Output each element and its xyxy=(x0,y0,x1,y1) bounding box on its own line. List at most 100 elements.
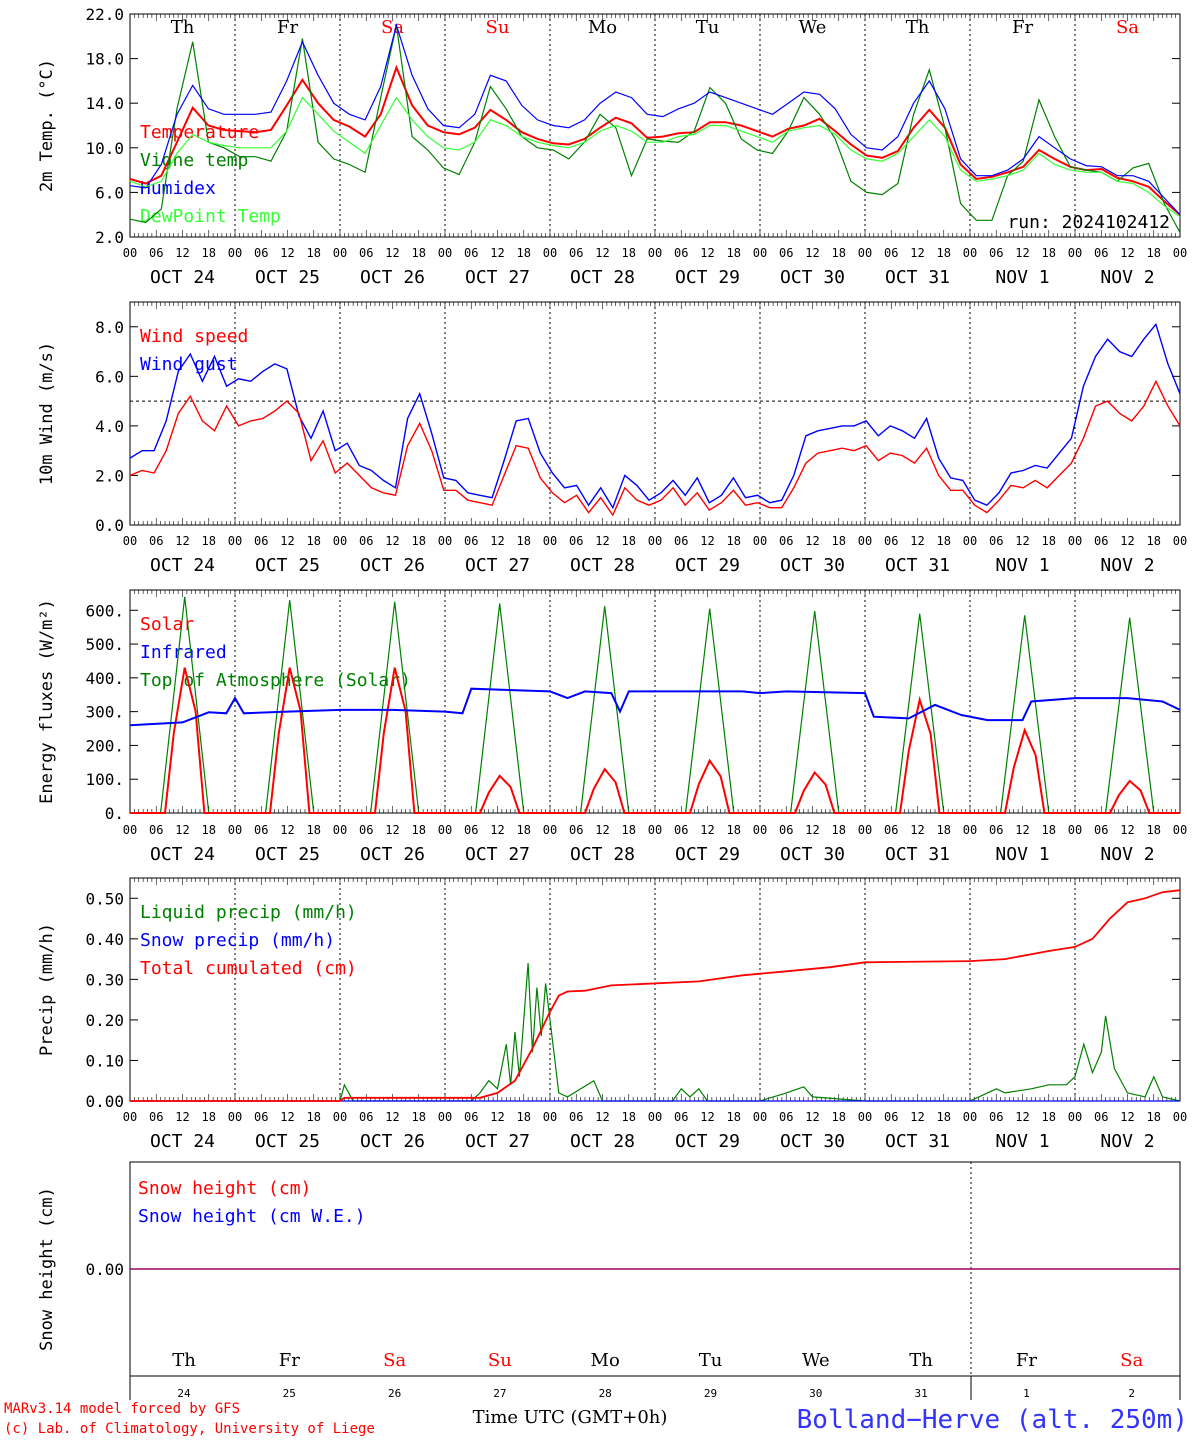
day-abbr-label: Th xyxy=(906,17,930,38)
hour-tick-label: 00 xyxy=(123,534,137,548)
hour-tick-label: 00 xyxy=(438,823,452,837)
day-number-label: 1 xyxy=(1023,1387,1030,1400)
series-line xyxy=(130,963,1181,1102)
panels-group: 2.06.010.014.018.022.02m Temp. (°C)00 06 1… xyxy=(37,5,1187,1400)
run-annotation: run: 2024102412 xyxy=(1007,212,1170,233)
hour-tick-label: 12 xyxy=(280,534,294,548)
hour-tick-label: 06 xyxy=(254,823,268,837)
hour-tick-label: 12 xyxy=(490,246,504,260)
y-tick-label: 300. xyxy=(85,703,124,722)
hour-tick-label: 00 xyxy=(228,246,242,260)
date-label: NOV 1 xyxy=(995,555,1049,576)
hour-tick-label: 00 xyxy=(1173,534,1187,548)
hour-tick-label: 00 xyxy=(858,246,872,260)
hour-tick-label: 12 xyxy=(1015,823,1029,837)
day-abbr-label: Su xyxy=(486,17,510,38)
hour-tick-label: 18 xyxy=(727,246,741,260)
hour-tick-label: 06 xyxy=(1094,246,1108,260)
legend-entry: DewPoint Temp xyxy=(140,206,281,227)
hour-tick-label: 00 xyxy=(753,1110,767,1124)
y-axis-label: Snow height (cm) xyxy=(37,1187,57,1351)
legend-entry: Total cumulated (cm) xyxy=(140,958,357,979)
hour-tick-label: 00 xyxy=(753,823,767,837)
hour-tick-label: 06 xyxy=(779,246,793,260)
hour-tick-label: 00 xyxy=(123,246,137,260)
date-label: OCT 25 xyxy=(255,555,320,576)
hour-tick-label: 00 xyxy=(543,246,557,260)
day-abbr-label: Fr xyxy=(1012,17,1033,38)
hour-tick-label: 18 xyxy=(937,534,951,548)
day-abbr-label: Th xyxy=(909,1350,933,1371)
y-tick-label: 4.0 xyxy=(95,417,124,436)
hour-tick-label: 12 xyxy=(595,534,609,548)
day-abbr-label: Tu xyxy=(696,17,720,38)
hour-tick-label: 18 xyxy=(412,823,426,837)
day-abbr-label: Su xyxy=(488,1350,512,1371)
date-label: NOV 2 xyxy=(1100,267,1154,288)
hour-tick-label: 00 xyxy=(753,534,767,548)
y-tick-label: 0.40 xyxy=(85,930,124,949)
y-tick-label: 0.50 xyxy=(85,889,124,908)
hour-tick-label: 00 xyxy=(438,246,452,260)
hour-tick-label: 12 xyxy=(1120,246,1134,260)
date-label: OCT 27 xyxy=(465,1131,530,1152)
hour-tick-label: 06 xyxy=(989,246,1003,260)
day-abbr-label: Fr xyxy=(277,17,298,38)
hour-tick-label: 18 xyxy=(412,1110,426,1124)
hour-tick-label: 00 xyxy=(1068,534,1082,548)
hour-tick-label: 12 xyxy=(805,534,819,548)
hour-tick-label: 00 xyxy=(648,246,662,260)
hour-tick-label: 00 xyxy=(648,534,662,548)
hour-tick-label: 00 xyxy=(1173,246,1187,260)
y-tick-label: 0.30 xyxy=(85,970,124,989)
hour-tick-label: 12 xyxy=(175,823,189,837)
hour-tick-label: 06 xyxy=(149,823,163,837)
hour-tick-label: 00 xyxy=(1068,823,1082,837)
date-label: OCT 26 xyxy=(360,267,425,288)
hour-tick-label: 12 xyxy=(490,823,504,837)
date-label: OCT 31 xyxy=(885,555,950,576)
series-line xyxy=(130,889,1181,1102)
panel-4: 0.00 0.10 0.20 0.30 0.40 0.50 Precip (mm/h) 00 0… xyxy=(37,877,1187,1152)
date-label: NOV 2 xyxy=(1100,844,1154,865)
hour-tick-label: 12 xyxy=(175,246,189,260)
hour-tick-label: 18 xyxy=(1042,534,1056,548)
hour-tick-label: 00 xyxy=(333,534,347,548)
hour-tick-label: 00 xyxy=(543,1110,557,1124)
hour-tick-label: 12 xyxy=(280,823,294,837)
legend-entry: Vigne temp xyxy=(140,150,248,171)
hour-tick-label: 12 xyxy=(385,1110,399,1124)
hour-tick-label: 12 xyxy=(1015,1110,1029,1124)
hour-tick-label: 06 xyxy=(569,1110,583,1124)
legend-entry: Wind speed xyxy=(140,326,248,347)
hour-tick-label: 06 xyxy=(464,246,478,260)
date-label: NOV 1 xyxy=(995,267,1049,288)
series-line xyxy=(129,64,1181,216)
hour-tick-label: 06 xyxy=(989,534,1003,548)
hour-tick-label: 12 xyxy=(700,823,714,837)
hour-tick-label: 00 xyxy=(963,1110,977,1124)
day-number-label: 30 xyxy=(809,1387,822,1400)
date-label: OCT 31 xyxy=(885,1131,950,1152)
y-tick-label: 0.00 xyxy=(85,1092,124,1111)
hour-tick-label: 18 xyxy=(937,823,951,837)
hour-tick-label: 18 xyxy=(307,823,321,837)
y-tick-label: 10.0 xyxy=(85,139,124,158)
hour-tick-label: 06 xyxy=(359,1110,373,1124)
hour-tick-label: 12 xyxy=(1120,823,1134,837)
hour-tick-label: 12 xyxy=(175,534,189,548)
hour-tick-label: 06 xyxy=(989,1110,1003,1124)
series-line xyxy=(129,25,1181,233)
date-label: OCT 25 xyxy=(255,1131,320,1152)
date-label: OCT 30 xyxy=(780,1131,845,1152)
hour-tick-label: 06 xyxy=(674,534,688,548)
day-abbr-label: Sa xyxy=(381,17,404,38)
y-tick-label: 600. xyxy=(85,601,124,620)
y-tick-label: 0.20 xyxy=(85,1011,124,1030)
hour-tick-label: 00 xyxy=(123,823,137,837)
hour-tick-label: 12 xyxy=(175,1110,189,1124)
y-tick-label: 2.0 xyxy=(95,466,124,485)
legend-entry: Snow height (cm W.E.) xyxy=(138,1206,366,1227)
panel-5: 0.00 Snow height (cm) Th 24 Fr 25 Sa 26 Su 27 Mo 28… xyxy=(37,1161,1181,1400)
hour-tick-label: 00 xyxy=(438,1110,452,1124)
